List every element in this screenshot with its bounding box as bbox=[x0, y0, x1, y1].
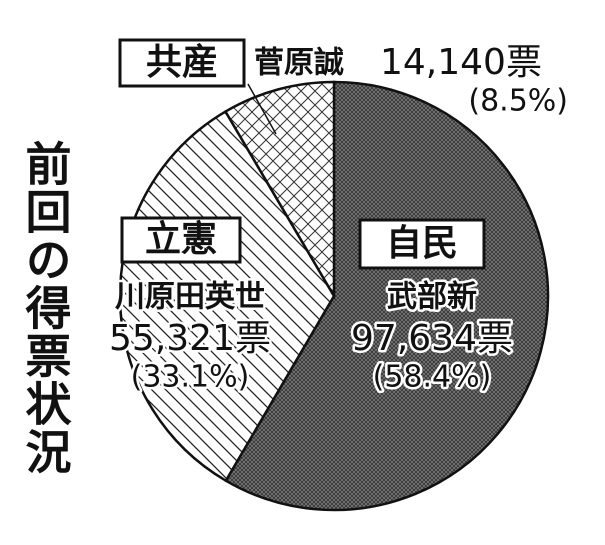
party-label: 自民 bbox=[386, 223, 458, 264]
party-label: 立憲 bbox=[145, 219, 217, 260]
party-box bbox=[118, 38, 246, 88]
vote-label: 97,634票 bbox=[351, 318, 513, 359]
vote-label: 55,321票 bbox=[109, 318, 271, 359]
party-label: 共産 bbox=[146, 42, 218, 83]
vote-label: 14,140票 bbox=[380, 42, 542, 83]
percent-label: (8.5%) bbox=[468, 84, 568, 119]
party-box bbox=[358, 218, 486, 270]
candidate-name: 武部新 bbox=[387, 280, 477, 315]
percent-label: (33.1%) bbox=[131, 360, 250, 395]
pie-slice bbox=[223, 80, 336, 301]
chart-title: 前回の得票状況 bbox=[19, 140, 73, 476]
candidate-name: 菅原誠 bbox=[254, 46, 344, 81]
pie-slice bbox=[118, 109, 336, 483]
percent-label: (58.4%) bbox=[373, 360, 492, 395]
pie bbox=[118, 80, 550, 512]
pie-slice bbox=[224, 80, 550, 512]
leader-line bbox=[247, 83, 277, 135]
party-box bbox=[120, 216, 242, 264]
candidate-name: 川原田英世 bbox=[115, 280, 265, 315]
